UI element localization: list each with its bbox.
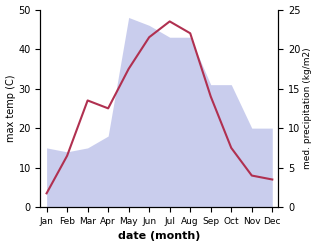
Y-axis label: max temp (C): max temp (C): [5, 75, 16, 142]
X-axis label: date (month): date (month): [118, 231, 201, 242]
Y-axis label: med. precipitation (kg/m2): med. precipitation (kg/m2): [303, 48, 313, 169]
